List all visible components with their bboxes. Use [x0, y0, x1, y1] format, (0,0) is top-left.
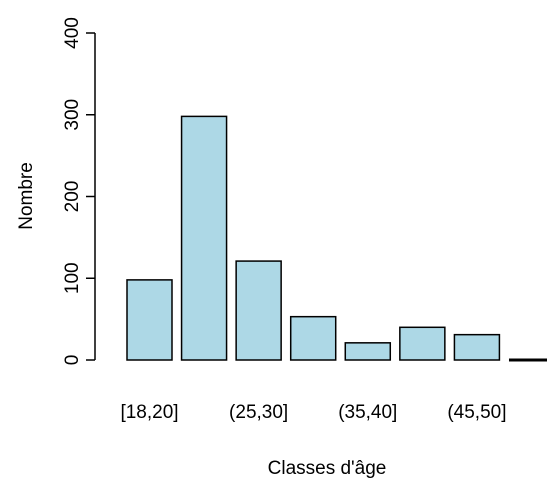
x-tick-label: [18,20]	[120, 402, 178, 423]
x-tick-label: (25,30]	[229, 402, 288, 423]
bar	[344, 342, 392, 361]
bar	[235, 260, 282, 361]
x-tick-labels: [18,20] (25,30] (35,40] (45,50]	[120, 402, 506, 423]
x-axis-label: Classes d'âge	[268, 458, 387, 479]
y-tick-label: 100	[62, 262, 83, 294]
bars	[126, 115, 547, 362]
bar	[289, 315, 337, 361]
bar	[180, 115, 228, 361]
y-tick-label: 400	[62, 17, 83, 49]
x-tick-label: (45,50]	[447, 402, 506, 423]
y-tick-label: 200	[62, 181, 83, 213]
bar	[126, 279, 173, 361]
bar	[453, 333, 501, 361]
y-tick-label: 300	[62, 99, 83, 131]
y-tick-label: 0	[62, 355, 83, 366]
y-axis-label: Nombre	[16, 162, 37, 230]
bar	[399, 326, 446, 361]
y-axis: 0 100 200 300 400	[62, 17, 96, 366]
x-tick-label: (35,40]	[338, 402, 397, 423]
